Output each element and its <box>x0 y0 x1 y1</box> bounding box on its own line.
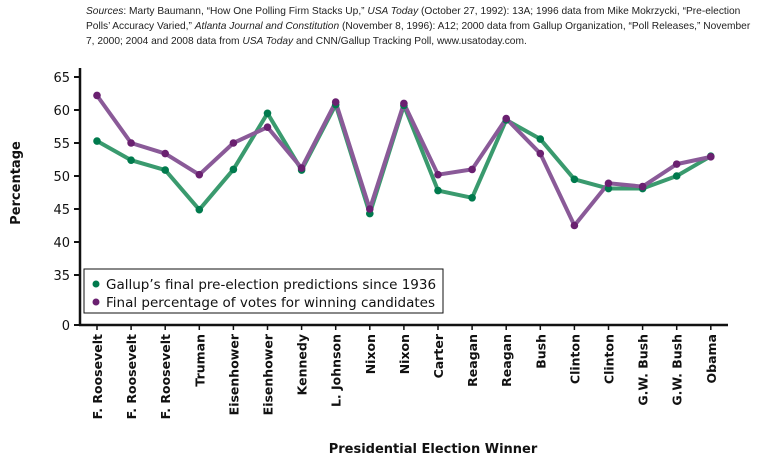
data-point-0 <box>161 166 169 174</box>
data-point-1 <box>468 165 476 174</box>
sources-label: Sources <box>86 6 124 17</box>
x-tick-label: Carter <box>431 333 446 378</box>
legend-label: Final percentage of votes for winning ca… <box>106 295 435 311</box>
data-point-1 <box>570 221 579 230</box>
legend-marker-0 <box>92 280 100 288</box>
data-point-0 <box>536 135 545 143</box>
sources-note: Sources: Marty Baumann, “How One Polling… <box>86 4 756 49</box>
x-tick-label: Eisenhower <box>226 333 241 415</box>
data-point-1 <box>672 160 681 168</box>
data-point-1 <box>502 114 511 123</box>
x-tick-label: G.W. Bush <box>636 334 651 406</box>
x-tick-label: F. Roosevelt <box>158 334 173 419</box>
data-point-1 <box>434 170 442 179</box>
x-tick-label: G.W. Bush <box>670 334 685 406</box>
sources-text: USA Today <box>367 6 419 17</box>
data-point-1 <box>195 170 204 179</box>
data-point-1 <box>297 164 306 172</box>
data-point-0 <box>127 156 135 164</box>
data-point-1 <box>707 153 715 161</box>
x-tick-label: Reagan <box>465 334 480 387</box>
x-tick-label: Bush <box>533 334 548 369</box>
data-point-0 <box>195 205 204 214</box>
y-tick-label: 0 <box>62 319 70 334</box>
legend-box <box>83 268 444 314</box>
x-tick-label: Eisenhower <box>261 333 276 415</box>
x-tick-label: Reagan <box>499 334 514 387</box>
sources-text: : Marty Baumann, “How One Polling Firm S… <box>123 6 368 17</box>
x-tick-label: Clinton <box>602 334 617 384</box>
series-line-0 <box>96 102 712 216</box>
data-point-0 <box>604 184 613 193</box>
sources-text: (October 27, 1992): 13A; 1996 data from … <box>86 6 741 32</box>
y-tick-label: 55 <box>53 137 70 152</box>
x-tick-label: Nixon <box>397 334 412 374</box>
data-point-0 <box>93 137 101 145</box>
sources-text: Atlanta Journal and Constitution <box>194 21 340 32</box>
x-axis-title: Presidential Election Winner <box>329 442 538 457</box>
series-line-1 <box>95 94 712 228</box>
data-point-1 <box>536 149 545 158</box>
x-tick-label: Nixon <box>363 334 378 374</box>
x-tick-label: F. Roosevelt <box>124 334 139 419</box>
data-point-1 <box>263 123 272 131</box>
legend-marker-1 <box>92 298 100 306</box>
y-tick-label: 35 <box>53 269 70 284</box>
y-tick-label: 50 <box>53 170 70 185</box>
data-point-1 <box>366 205 374 213</box>
data-point-1 <box>127 139 135 147</box>
data-point-1 <box>229 139 238 147</box>
data-point-0 <box>434 186 442 195</box>
data-point-0 <box>672 172 681 180</box>
data-point-1 <box>161 149 169 158</box>
data-point-0 <box>229 165 238 174</box>
y-tick-label: 60 <box>53 104 70 119</box>
sources-text: and CNN/Gallup Tracking Poll, www.usatod… <box>293 36 527 47</box>
data-point-0 <box>468 193 476 202</box>
sources-text: USA Today <box>242 36 294 47</box>
data-point-1 <box>331 98 340 106</box>
y-tick-label: 45 <box>53 203 70 218</box>
x-tick-label: L. Johnson <box>329 334 344 407</box>
x-tick-label: F. Roosevelt <box>90 334 105 419</box>
x-tick-label: Kennedy <box>295 334 310 395</box>
y-tick-label: 65 <box>53 71 70 86</box>
y-axis-title: Percentage <box>9 141 24 225</box>
x-tick-label: Obama <box>704 334 719 383</box>
data-point-0 <box>570 175 579 184</box>
x-tick-label: Clinton <box>567 334 582 384</box>
data-point-0 <box>263 109 272 118</box>
legend-label: Gallup’s final pre-election predictions … <box>106 277 436 293</box>
y-tick-label: 40 <box>53 236 70 251</box>
data-point-1 <box>604 179 613 188</box>
data-point-1 <box>638 182 647 191</box>
x-tick-label: Truman <box>192 334 207 387</box>
data-point-1 <box>400 99 408 108</box>
data-point-1 <box>93 91 101 100</box>
sources-text: (November 8, 1996): A12; 2000 data from … <box>86 21 751 47</box>
